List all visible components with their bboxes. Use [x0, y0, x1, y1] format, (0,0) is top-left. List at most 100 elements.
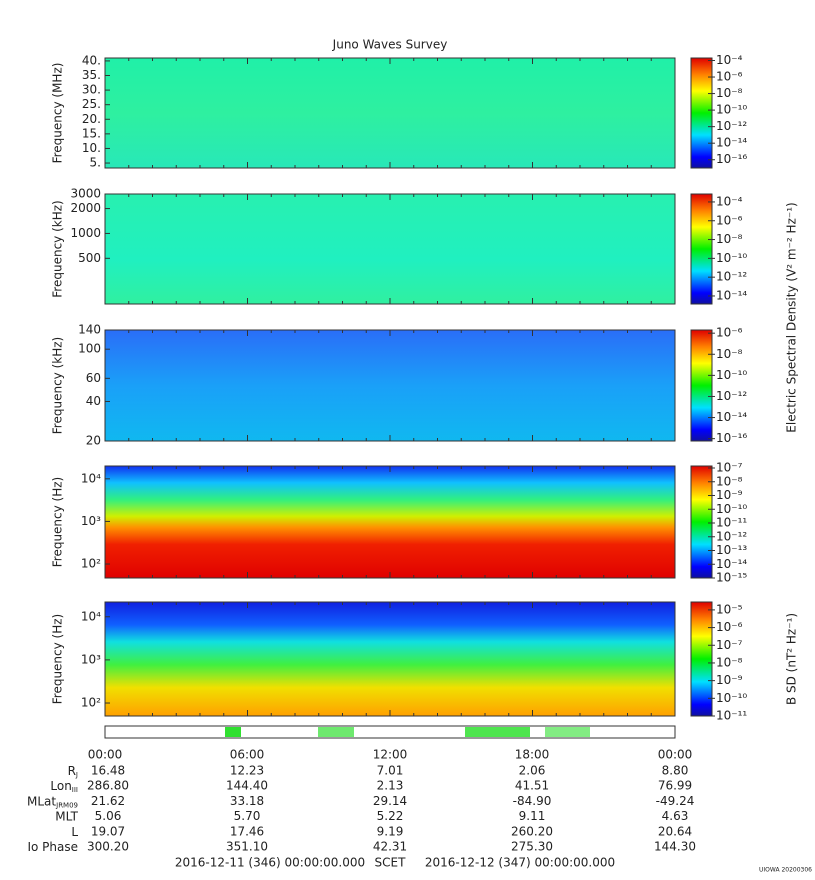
colorbar-tick-label: 10⁻⁴: [716, 53, 743, 67]
ephemeris-value: 20.64: [658, 824, 692, 838]
colorbar-tick-label: 10⁻¹³: [716, 543, 747, 557]
colorbar-tick-label: 10⁻⁸: [716, 655, 743, 669]
y-axis-label: Frequency (Hz): [51, 477, 65, 568]
colorbar-tick-label: 10⁻¹⁵: [716, 571, 747, 585]
colorbar-tick-label: 10⁻¹²: [716, 529, 747, 543]
ephemeris-value: 76.99: [658, 779, 692, 793]
ephemeris-value: 300.20: [87, 840, 129, 854]
row-label-sub: JRM09: [55, 801, 78, 809]
y-tick-label: 20: [86, 434, 101, 448]
y-tick-label: 10.: [82, 141, 101, 155]
ephemeris-value: 2.13: [377, 779, 404, 793]
y-tick-label: 20.: [82, 112, 101, 126]
spectrogram-image: [105, 58, 675, 168]
colorbar-tick-label: 10⁻¹⁴: [716, 410, 747, 424]
ephemeris-value: 12.23: [230, 764, 264, 778]
colorbar: [690, 193, 713, 305]
colorbar-tick-label: 10⁻¹²: [716, 119, 747, 133]
y-tick-label: 140: [78, 323, 101, 337]
scet-label: 2016-12-11 (346) 00:00:00.000: [175, 856, 365, 870]
y-tick-label: 5.: [90, 156, 101, 170]
ephemeris-value: 8.80: [662, 764, 689, 778]
y-tick-label: 40.: [82, 53, 101, 67]
plot-frame: [104, 601, 676, 717]
colorbar-tick-label: 10⁻⁶: [716, 620, 743, 634]
ephemeris-value: 33.18: [230, 794, 264, 808]
ephemeris-value: 19.07: [91, 824, 125, 838]
strip-mark: [225, 727, 241, 737]
colorbar-tick-label: 10⁻⁹: [716, 488, 743, 502]
colorbar-tick-label: 10⁻¹⁴: [716, 557, 747, 571]
colorbar-tick-label: 10⁻⁶: [716, 213, 743, 227]
colorbar-tick-label: 10⁻¹⁰: [716, 251, 747, 265]
ephemeris-value: 41.51: [515, 779, 549, 793]
row-label-text: Io Phase: [27, 840, 78, 854]
y-tick-label: 10²: [81, 696, 101, 710]
row-label-text: R: [68, 764, 76, 778]
row-label-text: MLT: [55, 809, 78, 823]
ephemeris-value: 5.22: [377, 809, 404, 823]
colorbar-tick-label: 10⁻⁷: [716, 461, 743, 475]
ephemeris-value: 7.01: [377, 764, 404, 778]
strip-mark: [465, 727, 530, 737]
y-tick-label: 3000: [70, 187, 101, 201]
colorbar-tick-label: 10⁻¹²: [716, 389, 747, 403]
time-label: 06:00: [230, 748, 265, 762]
ephemeris-value: 275.30: [511, 840, 553, 854]
colorbar-tick-label: 10⁻¹⁴: [716, 136, 747, 150]
strip-mark: [545, 727, 590, 737]
plot-frame: [104, 465, 676, 579]
y-axis-label: Frequency (MHz): [51, 63, 65, 164]
colorbar-tick-label: 10⁻¹⁰: [716, 368, 747, 382]
y-tick-label: 10³: [81, 514, 101, 528]
plot-frame: [104, 329, 676, 442]
y-axis-label: Frequency (kHz): [51, 337, 65, 434]
colorbar-tick-label: 10⁻⁶: [716, 70, 743, 84]
colorbar-tick-label: 10⁻⁸: [716, 232, 743, 246]
colorbar-tick-label: 10⁻⁸: [716, 347, 743, 361]
ephemeris-value: 5.70: [234, 809, 261, 823]
time-label: 00:00: [88, 748, 123, 762]
y-tick-label: 500: [78, 251, 101, 265]
ephemeris-value: 144.30: [654, 840, 696, 854]
ephemeris-value: 144.40: [226, 779, 268, 793]
colorbar-tick-label: 10⁻⁷: [716, 638, 743, 652]
time-label: 12:00: [373, 748, 408, 762]
colorbar-label: B SD (nT² Hz⁻¹): [785, 613, 799, 705]
ephemeris-value: 260.20: [511, 824, 553, 838]
row-label-sub: J: [75, 771, 78, 779]
y-tick-label: 10²: [81, 557, 101, 571]
spectrogram-image: [105, 330, 675, 441]
time-label: 00:00: [658, 748, 693, 762]
colorbar: [690, 329, 713, 442]
colorbar-tick-label: 10⁻⁸: [716, 86, 743, 100]
row-label: L: [71, 824, 78, 838]
plot-frame: [104, 193, 676, 305]
row-label-sub: III: [72, 786, 78, 794]
event-strip: [104, 725, 676, 739]
colorbar-tick-label: 10⁻¹¹: [716, 516, 747, 530]
ephemeris-value: 17.46: [230, 824, 264, 838]
colorbar-tick-label: 10⁻¹⁶: [716, 431, 747, 445]
ephemeris-value: 4.63: [662, 809, 689, 823]
row-label: MLatJRM09: [27, 794, 78, 810]
colorbar-tick-label: 10⁻¹⁴: [716, 288, 747, 302]
strip-mark: [318, 727, 354, 737]
plot-title: Juno Waves Survey: [332, 38, 448, 52]
scet-label: 2016-12-12 (347) 00:00:00.000: [425, 856, 615, 870]
row-label-text: L: [71, 824, 78, 838]
colorbar-label: Electric Spectral Density (V² m⁻² Hz⁻¹): [785, 202, 799, 432]
ephemeris-value: 2.06: [519, 764, 546, 778]
y-axis-label: Frequency (kHz): [51, 200, 65, 297]
y-tick-label: 40: [86, 394, 101, 408]
colorbar: [690, 57, 713, 169]
ephemeris-value: 9.11: [519, 809, 546, 823]
ephemeris-value: -84.90: [513, 794, 552, 808]
y-tick-label: 10⁴: [81, 471, 101, 485]
y-tick-label: 10³: [81, 652, 101, 666]
y-tick-label: 2000: [70, 201, 101, 215]
ephemeris-value: 286.80: [87, 779, 129, 793]
colorbar-tick-label: 10⁻⁶: [716, 326, 743, 340]
colorbar-tick-label: 10⁻¹⁰: [716, 103, 747, 117]
